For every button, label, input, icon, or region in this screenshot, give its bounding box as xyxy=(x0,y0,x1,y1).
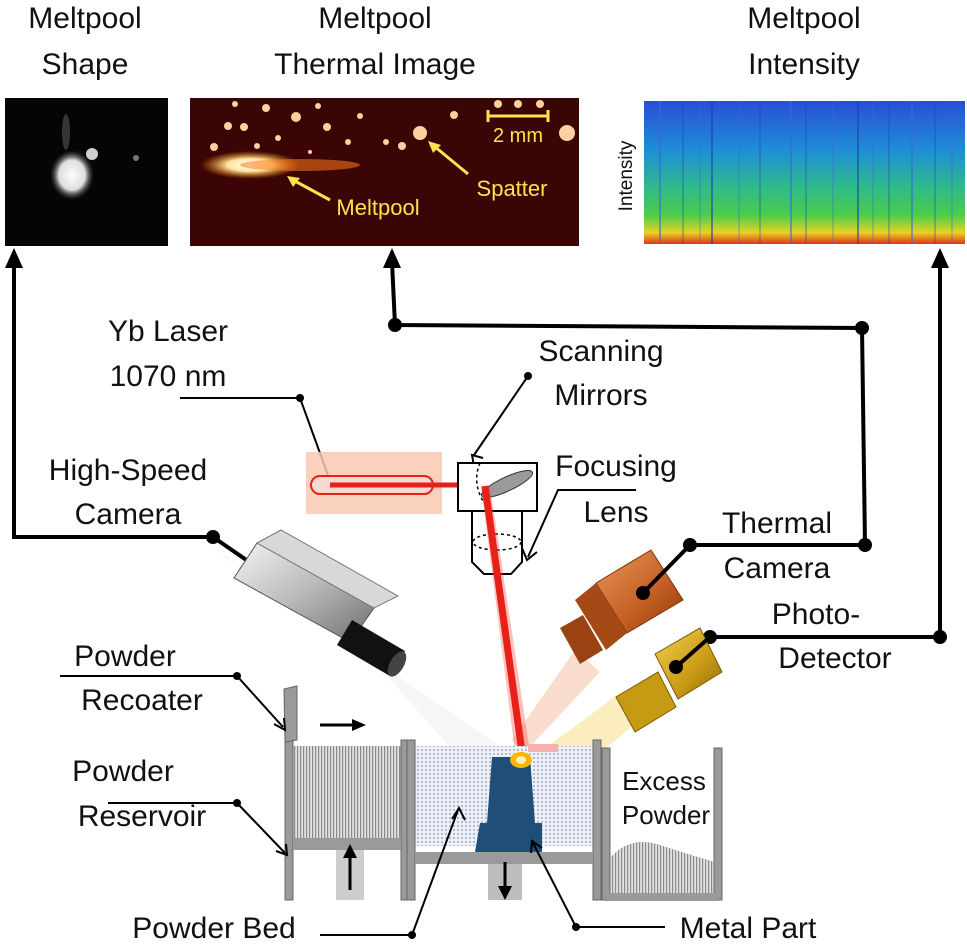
laser-label-line1: Yb Laser xyxy=(108,315,228,348)
intensity-spectrogram xyxy=(644,101,965,244)
thermal-title-line1: Meltpool xyxy=(318,2,431,35)
mirrors-label-line1: Scanning xyxy=(538,335,663,368)
powder-recoater xyxy=(283,685,298,743)
reservoir-label-line2: Reservoir xyxy=(78,800,206,833)
spatter-particles xyxy=(210,100,575,154)
laser-label-line2: 1070 nm xyxy=(110,360,227,393)
spectrogram-streaks xyxy=(659,101,953,244)
recoater-label-line2: Recoater xyxy=(81,684,203,717)
thermal-title-line2: Thermal Image xyxy=(274,48,476,81)
metal-part xyxy=(475,757,542,852)
excess-label-line1: Excess xyxy=(622,766,706,796)
photodetector-label-line2: Detector xyxy=(778,642,891,675)
high-speed-camera: High-Speed Camera xyxy=(49,454,520,770)
thermal-camera-lens xyxy=(560,615,603,664)
lens-housing xyxy=(471,510,523,575)
excess-label-line2: Powder xyxy=(622,800,710,830)
hs-camera-label-line1: High-Speed xyxy=(49,454,207,487)
metal-part-callout: Metal Part xyxy=(530,839,817,945)
meltpool-shape-title-line1: Meltpool xyxy=(28,2,141,35)
powder-bed-label: Powder Bed xyxy=(132,912,295,945)
meltpool-thermal-panel: Meltpool Thermal Image 2 mm Meltpool Spa… xyxy=(190,2,579,246)
thermal-camera: Thermal Camera xyxy=(512,507,832,752)
recoater-callout: Powder Recoater xyxy=(60,640,287,732)
powder-reservoir xyxy=(287,746,407,846)
intensity-axis-label: Intensity xyxy=(616,140,637,211)
lens-label-line2: Lens xyxy=(583,496,648,529)
meltpool-shape-panel: Meltpool Shape xyxy=(5,2,168,246)
reservoir-label-line1: Powder xyxy=(72,755,174,788)
focusing-lens: Focusing Lens xyxy=(471,450,677,575)
yb-laser: Yb Laser 1070 nm xyxy=(108,315,462,514)
recoater-label-line1: Powder xyxy=(74,640,176,673)
metal-part-label: Metal Part xyxy=(680,912,817,945)
scanning-mirrors: Scanning Mirrors xyxy=(457,335,664,512)
thermal-camera-fov xyxy=(512,650,600,752)
laser-beam-down xyxy=(481,485,526,753)
powder-bed-callout: Powder Bed xyxy=(132,805,466,945)
photodetector-label-line1: Photo- xyxy=(772,598,860,631)
build-machine: Excess Powder xyxy=(283,685,723,901)
spatter-label: Spatter xyxy=(477,176,548,201)
scale-bar-label: 2 mm xyxy=(493,125,543,147)
lens-label-line1: Focusing xyxy=(555,450,677,483)
meltpool-label: Meltpool xyxy=(336,195,419,220)
thermal-camera-label-line2: Camera xyxy=(724,552,831,585)
signal-arrowheads xyxy=(5,248,949,644)
meltpool-blob xyxy=(50,150,94,200)
photodetector-body xyxy=(654,627,723,700)
excess-powder xyxy=(610,841,715,893)
reservoir-callout: Powder Reservoir xyxy=(72,755,289,857)
meltpool-intensity-panel: Meltpool Intensity Intensity xyxy=(616,2,965,244)
hs-camera-lens xyxy=(337,620,405,676)
intensity-title-line1: Meltpool xyxy=(747,2,860,35)
mirror xyxy=(480,470,534,498)
hs-camera-fov xyxy=(200,540,520,770)
thermal-camera-label-line1: Thermal xyxy=(722,507,832,540)
intensity-title-line2: Intensity xyxy=(748,48,860,81)
hs-camera-label-line2: Camera xyxy=(75,498,182,531)
meltpool-shape-title-line2: Shape xyxy=(42,48,129,81)
mirrors-label-line2: Mirrors xyxy=(554,379,647,412)
